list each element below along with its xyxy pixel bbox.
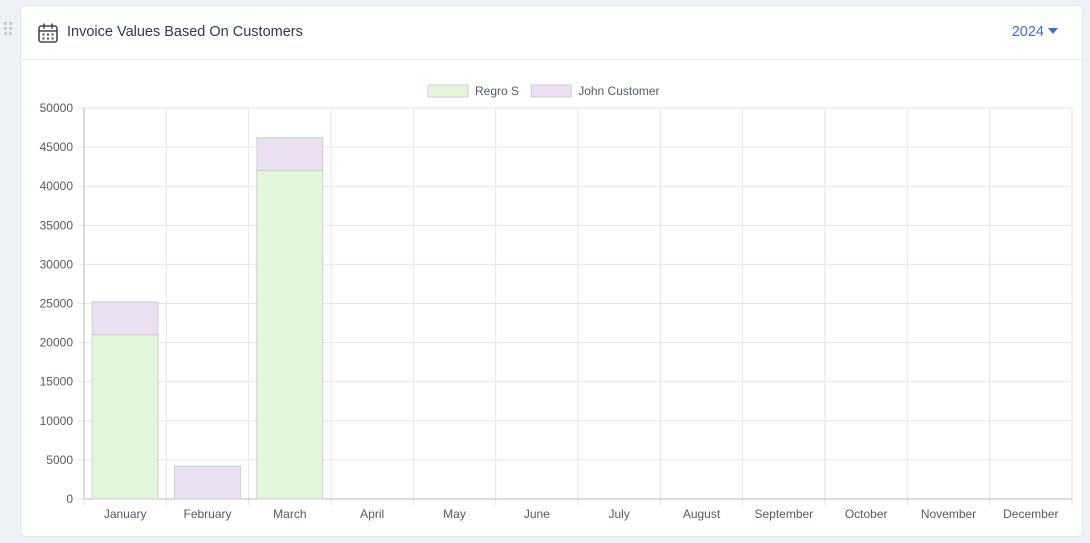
legend-label: John Customer xyxy=(578,84,659,98)
y-tick-label: 40000 xyxy=(40,179,74,193)
calendar-icon xyxy=(38,23,58,43)
year-value: 2024 xyxy=(1011,24,1044,40)
x-tick-label: June xyxy=(524,507,550,521)
legend-swatch xyxy=(530,84,572,98)
x-tick-label: July xyxy=(608,507,629,521)
caret-down-icon xyxy=(1048,28,1058,34)
legend-label: Regro S xyxy=(475,84,519,98)
bar-regro-s xyxy=(91,334,159,500)
legend-swatch xyxy=(427,84,469,98)
y-tick-label: 35000 xyxy=(40,218,74,232)
drag-handle-icon[interactable] xyxy=(4,22,14,36)
y-tick-label: 5000 xyxy=(46,453,73,467)
bar-john-customer xyxy=(256,137,324,172)
y-tick-label: 0 xyxy=(66,492,73,506)
y-tick-label: 20000 xyxy=(40,336,74,350)
x-tick-label: September xyxy=(754,507,813,521)
y-tick-label: 10000 xyxy=(40,414,74,428)
year-dropdown[interactable]: 2024 xyxy=(1012,24,1058,40)
y-tick-label: 50000 xyxy=(40,101,74,115)
x-tick-label: April xyxy=(360,507,384,521)
y-tick-label: 25000 xyxy=(40,297,74,311)
x-tick-label: January xyxy=(104,507,147,521)
x-tick-label: February xyxy=(183,507,231,521)
y-tick-label: 15000 xyxy=(40,375,74,389)
card-title: Invoice Values Based On Customers xyxy=(67,24,303,40)
x-tick-label: May xyxy=(443,507,466,521)
bar-regro-s xyxy=(256,170,324,500)
x-tick-label: October xyxy=(845,507,888,521)
y-tick-label: 45000 xyxy=(40,140,74,154)
card-header: Invoice Values Based On Customers 2024 xyxy=(21,6,1082,60)
x-tick-label: August xyxy=(683,507,721,521)
x-tick-label: December xyxy=(1003,507,1058,521)
bar-john-customer xyxy=(91,301,159,336)
x-tick-label: November xyxy=(921,507,976,521)
bar-john-customer xyxy=(174,465,241,500)
x-tick-label: March xyxy=(273,507,306,521)
y-tick-label: 30000 xyxy=(40,257,74,271)
